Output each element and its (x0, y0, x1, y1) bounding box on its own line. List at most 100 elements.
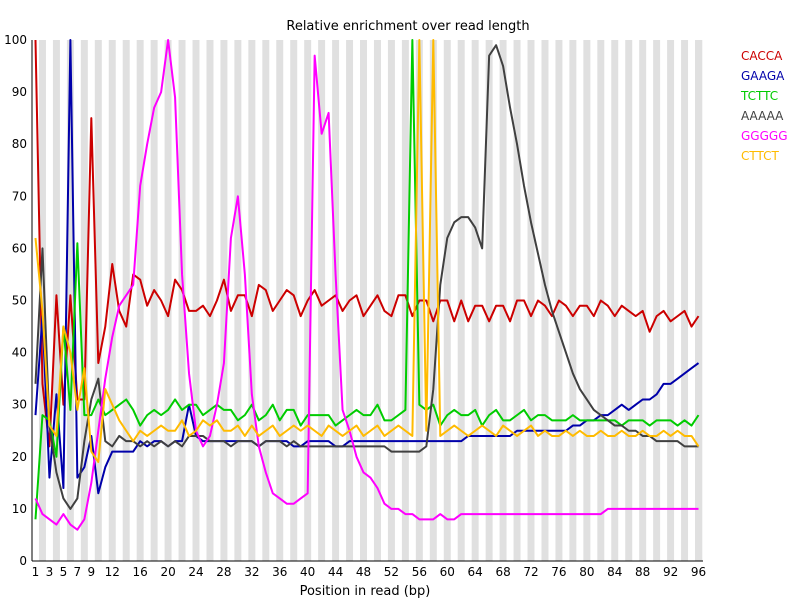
grid-band (569, 40, 577, 561)
x-tick-label: 92 (663, 565, 678, 579)
grid-band (688, 40, 696, 561)
grid-band (332, 40, 340, 561)
grid-band (653, 40, 661, 561)
grid-band (353, 40, 361, 561)
x-tick-label: 16 (133, 565, 148, 579)
x-tick-label: 7 (74, 565, 82, 579)
x-tick-label: 56 (412, 565, 427, 579)
grid-band (115, 40, 124, 561)
axes (31, 40, 703, 562)
x-tick-label: 40 (300, 565, 315, 579)
grid-band (429, 40, 438, 561)
grid-band (367, 40, 375, 561)
grid-band (108, 40, 117, 561)
grid-band (150, 40, 158, 561)
y-tick-label: 0 (19, 554, 27, 568)
grid-band (611, 40, 619, 561)
grid-band (548, 40, 556, 561)
grid-band (373, 40, 382, 561)
grid-band (506, 40, 514, 561)
grid-band (639, 40, 647, 561)
grid-band (541, 40, 549, 561)
grid-band (318, 40, 326, 561)
grid-band (227, 40, 235, 561)
grid-band (667, 40, 675, 561)
y-tick-label: 60 (12, 241, 27, 255)
grid-band (625, 40, 633, 561)
grid-band (478, 40, 486, 561)
grid-band (59, 40, 68, 561)
x-tick-label: 60 (440, 565, 455, 579)
grid-band (192, 40, 200, 561)
grid-band (234, 40, 242, 561)
grid-band (178, 40, 186, 561)
series-line-cttct (34, 39, 700, 464)
grid-band (269, 40, 277, 561)
x-tick-label: 5 (60, 565, 68, 579)
series-line-cacca (34, 39, 700, 448)
x-tick-label: 20 (160, 565, 175, 579)
grid-band (297, 40, 305, 561)
grid-band (206, 40, 214, 561)
grid-band (527, 40, 535, 561)
x-tick-label: 88 (635, 565, 650, 579)
y-tick-label: 50 (12, 294, 27, 308)
grid-band (408, 40, 417, 561)
x-tick-label: 28 (216, 565, 231, 579)
x-tick-label: 52 (384, 565, 399, 579)
y-tick-labels: 0 10 20 30 40 50 60 70 80 90 100 (4, 33, 27, 568)
series-lines (34, 39, 700, 531)
x-axis-label: Position in read (bp) (300, 584, 431, 599)
legend-entry: AAAAA (741, 109, 784, 123)
y-tick-label: 80 (12, 137, 27, 151)
y-tick-label: 100 (4, 33, 27, 47)
y-tick-label: 20 (12, 450, 27, 464)
x-tick-label: 3 (46, 565, 54, 579)
legend-entry: CTTCT (741, 149, 780, 163)
grid-band (485, 40, 493, 561)
grid-band (290, 40, 298, 561)
grid-band (255, 40, 263, 561)
series-line-ggggg (34, 39, 699, 531)
grid-band (38, 40, 47, 561)
y-tick-label: 70 (12, 189, 27, 203)
grid-band (576, 40, 584, 561)
grid-band (360, 40, 368, 561)
grid-band (394, 40, 403, 561)
x-tick-label: 44 (328, 565, 343, 579)
grid-band (590, 40, 598, 561)
grid-band (185, 40, 193, 561)
x-tick-label: 84 (607, 565, 622, 579)
grid-band (674, 40, 682, 561)
x-tick-label: 68 (495, 565, 510, 579)
x-tick-label: 9 (88, 565, 96, 579)
chart-title: Relative enrichment over read length (286, 19, 529, 34)
x-tick-label: 32 (244, 565, 259, 579)
grid-band (492, 40, 500, 561)
grid-band (87, 40, 96, 561)
x-tick-label: 48 (356, 565, 371, 579)
grid-band (695, 40, 703, 561)
grid-band (241, 40, 249, 561)
x-tick-label: 80 (579, 565, 594, 579)
series-line-tcttc (34, 39, 700, 520)
grid-band (583, 40, 591, 561)
x-tick-label: 12 (105, 565, 120, 579)
grid-band (646, 40, 654, 561)
legend-entry: CACCA (741, 49, 783, 63)
y-tick-label: 40 (12, 346, 27, 360)
x-tick-label: 24 (188, 565, 203, 579)
grid-band (311, 40, 319, 561)
grid-band (660, 40, 668, 561)
y-tick-label: 90 (12, 85, 27, 99)
grid-band (136, 40, 144, 561)
grid-band (450, 40, 459, 561)
grid-band (101, 40, 110, 561)
grid-band (94, 40, 103, 561)
legend: CACCA GAAGA TCTTC AAAAA GGGGG CTTCT (740, 49, 788, 163)
grid-band (380, 40, 389, 561)
grid-band (248, 40, 256, 561)
legend-entry: GAAGA (741, 69, 785, 83)
grid-band (32, 40, 40, 561)
y-tick-label: 30 (12, 398, 27, 412)
